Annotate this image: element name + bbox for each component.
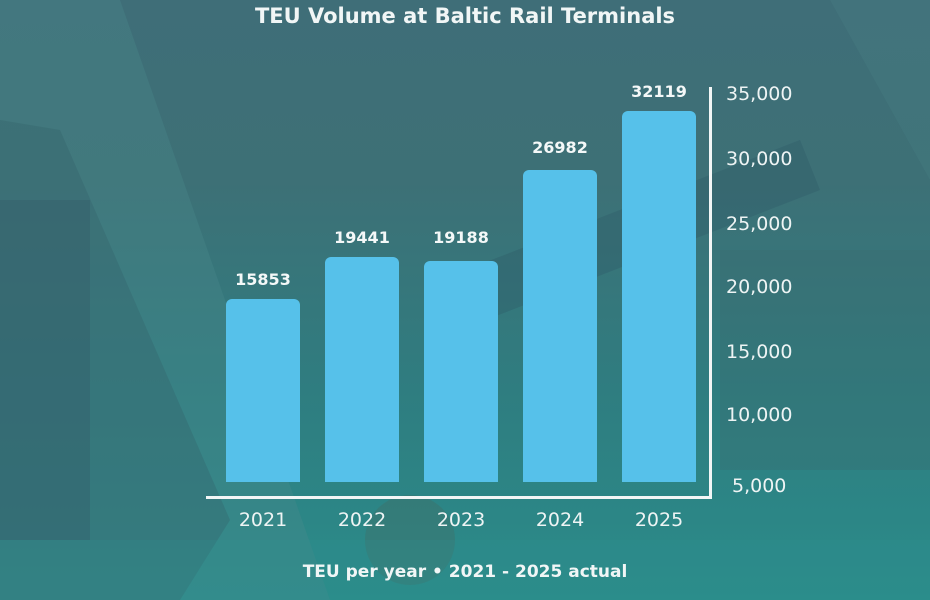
bar-2023 <box>424 261 498 482</box>
bar-2022 <box>325 257 399 482</box>
data-label-2021: 15853 <box>235 270 291 289</box>
bar-2025 <box>622 111 696 482</box>
x-tick-2024: 2024 <box>535 509 585 531</box>
y-tick-20000: 20,000 <box>726 276 793 298</box>
y-tick-15000: 15,000 <box>726 341 793 363</box>
x-axis-line <box>206 496 712 499</box>
y-tick-30000: 30,000 <box>726 148 793 170</box>
x-tick-2022: 2022 <box>337 509 387 531</box>
data-label-2025: 32119 <box>631 82 687 101</box>
y-tick-25000: 25,000 <box>726 213 793 235</box>
x-tick-2021: 2021 <box>238 509 288 531</box>
y-tick-5000: 5,000 <box>732 475 787 497</box>
bar-2021 <box>226 299 300 482</box>
y-axis-line <box>709 87 712 499</box>
chart-subtitle: TEU per year • 2021 - 2025 actual <box>302 562 628 582</box>
bar-2024 <box>523 170 597 482</box>
data-label-2022: 19441 <box>334 228 390 247</box>
y-tick-10000: 10,000 <box>726 404 793 426</box>
data-label-2024: 26982 <box>532 138 588 157</box>
chart-title: TEU Volume at Baltic Rail Terminals <box>254 4 676 28</box>
x-tick-2025: 2025 <box>634 509 684 531</box>
y-tick-35000: 35,000 <box>726 83 793 105</box>
x-tick-2023: 2023 <box>436 509 486 531</box>
data-label-2023: 19188 <box>433 228 489 247</box>
